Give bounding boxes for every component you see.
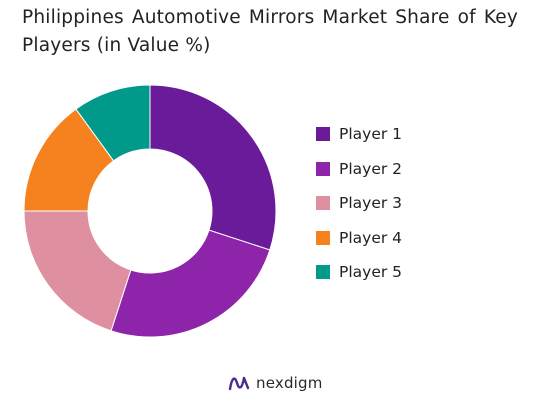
donut-slice-player-2 (110, 229, 271, 338)
legend-swatch (316, 161, 330, 176)
legend-item-player-3: Player 3 (316, 186, 402, 221)
legend-label: Player 1 (339, 125, 403, 144)
legend-item-player-1: Player 1 (316, 117, 402, 152)
legend-label: Player 3 (339, 194, 403, 213)
legend-label: Player 2 (339, 159, 403, 178)
legend-item-player-5: Player 5 (316, 255, 402, 290)
brand-footer: nexdigm (228, 374, 323, 392)
legend-item-player-4: Player 4 (316, 221, 402, 256)
donut-slice-player-5 (75, 84, 151, 162)
legend-swatch (316, 230, 330, 245)
chart-legend: Player 1 Player 2 Player 3 Player 4 Player 5 (316, 117, 402, 290)
donut-slice-player-3 (23, 210, 132, 332)
nexdigm-wave-logo-icon (228, 376, 250, 391)
brand-name: nexdigm (256, 374, 323, 392)
legend-swatch (316, 196, 330, 211)
legend-item-player-2: Player 2 (316, 152, 402, 187)
legend-label: Player 5 (339, 263, 403, 282)
legend-label: Player 4 (339, 228, 403, 247)
donut-slice-player-1 (149, 84, 277, 251)
legend-swatch (316, 127, 330, 142)
legend-swatch (316, 265, 330, 280)
chart-title: Philippines Automotive Mirrors Market Sh… (22, 7, 518, 56)
